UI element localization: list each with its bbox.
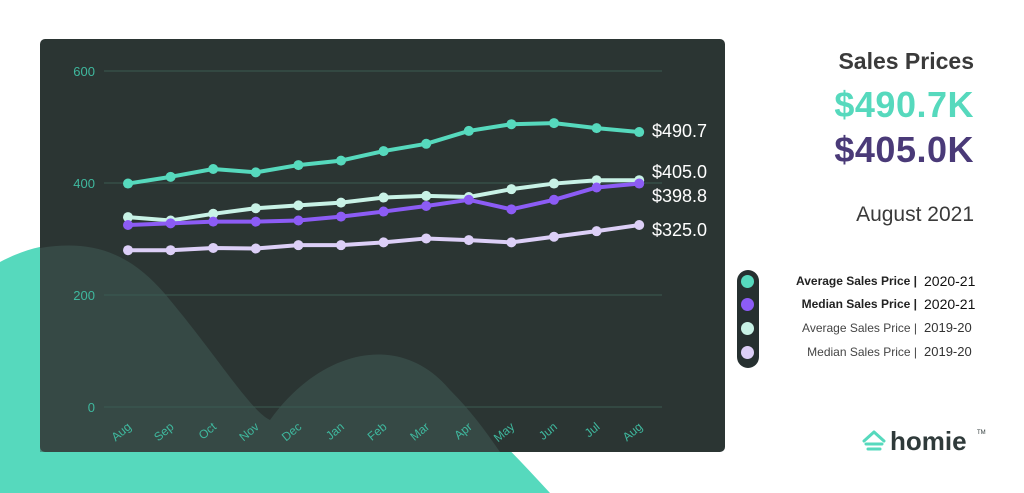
data-point-avg_2021	[591, 123, 602, 134]
legend-dot-median-2020-21	[741, 298, 754, 311]
legend-series-name: Median Sales Price |	[801, 297, 917, 311]
data-point-med_1920	[506, 237, 517, 248]
data-point-med_1920	[250, 243, 261, 254]
data-point-med_2021	[634, 178, 645, 189]
end-value-label-med_1920: $325.0	[652, 220, 707, 240]
end-value-label-avg_1920: $405.0	[652, 162, 707, 182]
legend-series-year: 2020-21	[924, 296, 976, 312]
legend-dot-average-2019-20	[741, 322, 754, 335]
legend-series-year: 2019-20	[924, 320, 972, 335]
data-point-med_2021	[549, 194, 559, 205]
data-point-avg_2021	[634, 127, 645, 138]
data-point-med_1920	[165, 245, 176, 256]
data-point-avg_2021	[378, 146, 389, 157]
house-outline-icon	[862, 430, 886, 451]
legend-dot-average-2020-21	[741, 275, 754, 288]
data-point-med_2021	[293, 215, 304, 226]
y-tick-label: 0	[88, 400, 95, 415]
data-point-med_2021	[336, 211, 346, 222]
data-point-avg_1920	[506, 184, 517, 195]
data-point-avg_1920	[250, 203, 261, 214]
legend-item-median-2020-21: Median Sales Price | 2020-21	[737, 294, 997, 316]
data-point-med_1920	[634, 220, 645, 230]
data-point-med_1920	[336, 240, 346, 251]
legend-pill-background	[737, 270, 759, 368]
data-point-avg_2021	[463, 125, 474, 136]
data-point-avg_1920	[421, 190, 432, 201]
data-point-avg_2021	[165, 171, 176, 182]
data-point-avg_1920	[591, 175, 602, 186]
y-tick-label: 400	[73, 176, 95, 191]
data-point-med_2021	[378, 206, 389, 217]
data-point-avg_2021	[208, 164, 219, 174]
average-price-value: $490.7K	[834, 84, 974, 125]
data-point-med_1920	[378, 237, 389, 248]
logo-trademark: TM	[977, 430, 986, 436]
end-value-label-med_2021: $398.8	[652, 186, 707, 206]
data-point-avg_1920	[549, 178, 559, 189]
period-label: August 2021	[856, 203, 974, 226]
data-point-med_2021	[208, 216, 219, 227]
data-point-med_2021	[463, 194, 474, 205]
data-point-med_2021	[506, 204, 517, 215]
data-point-avg_2021	[293, 160, 304, 171]
data-point-avg_2021	[421, 138, 432, 149]
data-point-avg_1920	[208, 208, 219, 219]
sales-prices-heading: Sales Prices	[838, 48, 974, 74]
data-point-avg_1920	[378, 192, 389, 203]
y-tick-label: 600	[73, 64, 95, 79]
data-point-med_1920	[591, 226, 602, 237]
data-point-avg_2021	[549, 118, 559, 129]
data-point-avg_1920	[123, 212, 133, 223]
data-point-med_1920	[123, 245, 133, 256]
legend-series-name: Average Sales Price |	[802, 321, 917, 335]
legend-dot-median-2019-20	[741, 346, 754, 359]
data-point-med_2021	[165, 218, 176, 229]
legend-series-year: 2020-21	[924, 273, 976, 289]
y-tick-label: 200	[73, 288, 95, 303]
data-point-med_1920	[293, 240, 304, 251]
data-point-med_2021	[591, 182, 602, 193]
data-point-med_1920	[549, 231, 559, 242]
data-point-avg_1920	[336, 197, 346, 208]
logo-wordmark: homie	[890, 426, 967, 456]
legend-series-name: Median Sales Price |	[807, 345, 917, 359]
median-price-value: $405.0K	[834, 129, 974, 170]
data-point-med_1920	[421, 233, 432, 244]
data-point-avg_2021	[250, 167, 261, 178]
chart-legend: Average Sales Price | 2020-21 Median Sal…	[737, 270, 997, 370]
data-point-avg_2021	[336, 155, 346, 166]
legend-item-average-2020-21: Average Sales Price | 2020-21	[737, 271, 997, 293]
legend-series-year: 2019-20	[924, 344, 972, 359]
panel-blob-shade	[40, 245, 500, 452]
end-value-label-avg_2021: $490.7	[652, 121, 707, 141]
data-point-avg_2021	[506, 119, 517, 130]
legend-item-median-2019-20: Median Sales Price | 2019-20	[737, 342, 997, 364]
data-point-avg_2021	[123, 178, 133, 189]
data-point-med_2021	[250, 216, 261, 227]
data-point-avg_1920	[293, 200, 304, 211]
data-point-med_2021	[421, 200, 432, 211]
legend-item-average-2019-20: Average Sales Price | 2019-20	[737, 318, 997, 340]
data-point-med_1920	[208, 242, 219, 253]
data-point-med_2021	[123, 220, 133, 230]
legend-series-name: Average Sales Price |	[796, 274, 917, 288]
data-point-med_1920	[463, 235, 474, 246]
